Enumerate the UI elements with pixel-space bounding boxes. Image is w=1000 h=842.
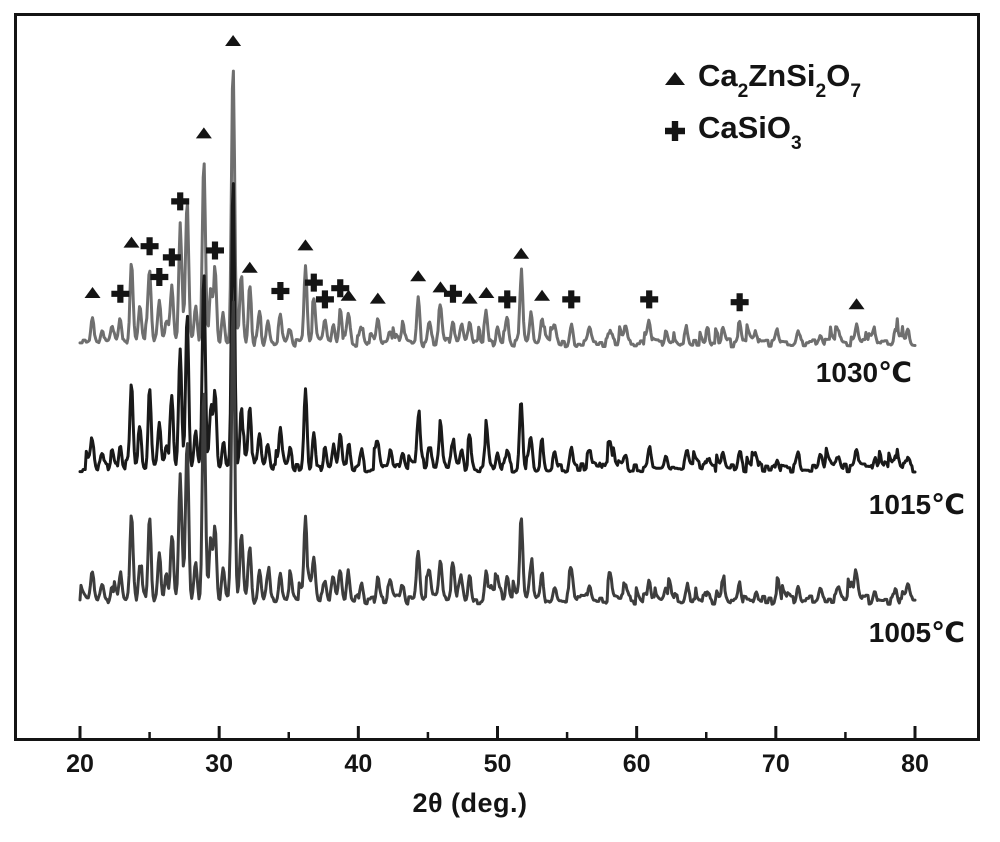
triangle-marker-Ca2ZnSi2O7 — [84, 287, 101, 298]
triangle-marker-Ca2ZnSi2O7 — [534, 289, 551, 301]
legend-label: CaSiO3 — [698, 110, 802, 155]
triangle-marker-Ca2ZnSi2O7 — [195, 127, 212, 139]
formula-text: CaSiO — [698, 110, 792, 146]
formula-text: Ca — [698, 58, 738, 94]
series-label-1030: 1030℃ — [815, 357, 912, 388]
x-tick-label-40: 40 — [344, 750, 373, 778]
series-label-1015: 1015℃ — [868, 489, 965, 520]
cross-marker-CaSiO3 — [304, 273, 323, 292]
cross-marker-CaSiO3 — [730, 293, 749, 312]
triangle-marker-Ca2ZnSi2O7 — [461, 292, 478, 304]
triangle-marker-Ca2ZnSi2O7 — [410, 270, 427, 282]
formula-subscript: 7 — [850, 81, 861, 103]
triangle-marker-Ca2ZnSi2O7 — [225, 35, 242, 46]
triangle-marker-Ca2ZnSi2O7 — [432, 281, 449, 293]
cross-marker-CaSiO3 — [443, 284, 462, 303]
triangle-marker-Ca2ZnSi2O7 — [340, 289, 357, 301]
formula-subscript: 2 — [815, 81, 827, 103]
x-tick-label-70: 70 — [761, 750, 790, 778]
x-tick-label-80: 80 — [901, 750, 929, 778]
cross-marker-CaSiO3 — [140, 237, 159, 256]
triangle-marker-Ca2ZnSi2O7 — [369, 292, 386, 304]
legend-label: Ca2ZnSi2O7 — [698, 58, 861, 103]
x-tick-label-50: 50 — [483, 750, 512, 778]
cross-marker-CaSiO3 — [271, 282, 290, 300]
cross-icon-shape — [665, 121, 685, 141]
cross-marker-CaSiO3 — [640, 290, 659, 309]
xrd-trace-1015 — [78, 182, 917, 474]
cross-icon — [665, 121, 685, 141]
formula-subscript: 2 — [737, 81, 749, 103]
formula-text: O — [826, 58, 851, 94]
legend-entry-ca2znsi2o7: Ca2ZnSi2O7 — [664, 58, 861, 103]
series-label-1005: 1005℃ — [868, 617, 965, 648]
formula-text: ZnSi — [748, 58, 816, 94]
cross-marker-CaSiO3 — [331, 279, 350, 298]
legend-entry-casio3: CaSiO3 — [664, 110, 861, 155]
cross-marker-CaSiO3 — [205, 241, 224, 260]
triangle-marker-Ca2ZnSi2O7 — [478, 287, 495, 298]
triangle-marker-Ca2ZnSi2O7 — [241, 261, 258, 273]
cross-marker-CaSiO3 — [111, 284, 130, 303]
legend: Ca2ZnSi2O7 CaSiO3 — [664, 58, 861, 155]
cross-marker-CaSiO3 — [171, 192, 190, 211]
cross-marker-CaSiO3 — [498, 290, 517, 309]
x-axis-title: 2θ (deg.) — [412, 788, 528, 818]
triangle-icon — [665, 72, 685, 85]
cross-marker-CaSiO3 — [315, 290, 334, 309]
xrd-trace-1030 — [78, 69, 917, 349]
x-tick-label-30: 30 — [205, 750, 234, 778]
cross-marker-CaSiO3 — [562, 290, 581, 309]
x-tick-label-20: 20 — [66, 750, 94, 778]
x-tick-label-60: 60 — [622, 750, 651, 778]
triangle-icon-shape — [665, 72, 685, 85]
triangle-marker-Ca2ZnSi2O7 — [848, 298, 865, 310]
xrd-trace-1005 — [78, 300, 917, 606]
cross-marker-CaSiO3 — [162, 248, 181, 267]
formula-subscript: 3 — [791, 133, 802, 155]
cross-marker-CaSiO3 — [150, 268, 169, 286]
triangle-marker-Ca2ZnSi2O7 — [297, 239, 314, 251]
triangle-marker-Ca2ZnSi2O7 — [123, 236, 140, 248]
triangle-marker-Ca2ZnSi2O7 — [513, 247, 530, 259]
